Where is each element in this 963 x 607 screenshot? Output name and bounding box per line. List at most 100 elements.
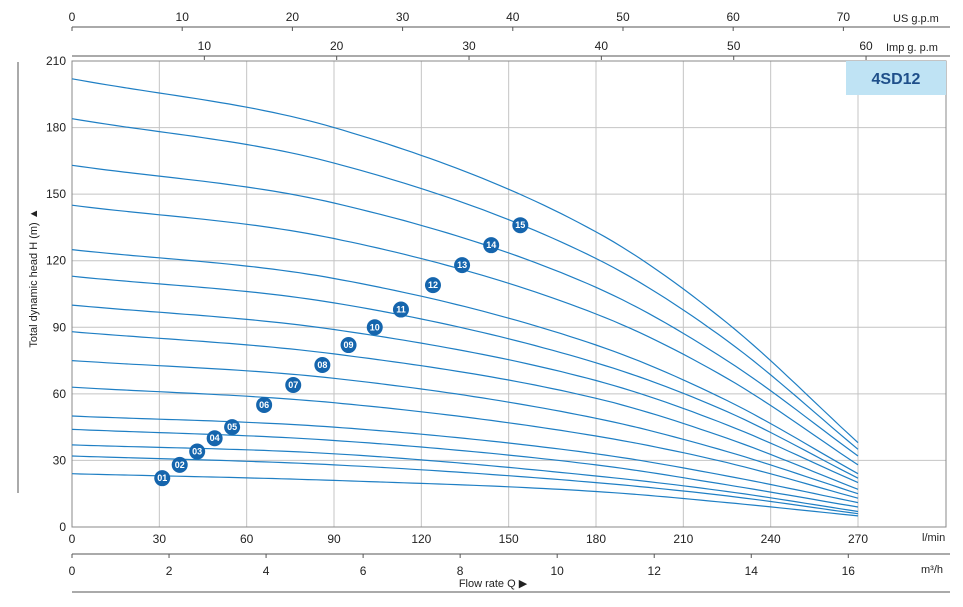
stage-badge-06 — [256, 396, 273, 413]
l-min-tick-label: 240 — [761, 532, 781, 546]
x-axis-us-gpm-scale: 0 10 20 30 40 50 60 70 US g.p.m — [69, 10, 950, 31]
us-gpm-tick-label: 50 — [616, 10, 630, 24]
m3h-tick-labels: 0 2 4 6 8 10 12 14 16 — [69, 554, 856, 578]
stage-badge-11 — [392, 301, 409, 318]
stage-badge-label: 07 — [288, 380, 298, 390]
imp-gpm-tick-label: 30 — [462, 39, 476, 53]
imp-gpm-unit-label: Imp g. p.m — [886, 42, 938, 54]
curve-08 — [71, 331, 859, 490]
stage-badge-15 — [512, 217, 529, 234]
stage-badge-13 — [454, 257, 471, 274]
stage-badges: 01 02 03 04 05 06 07 08 09 10 11 12 13 14 15 — [154, 217, 529, 487]
us-gpm-tick-label: 10 — [176, 10, 190, 24]
stage-badge-05 — [224, 419, 241, 436]
stage-badge-label: 03 — [192, 447, 202, 457]
stage-badge-14 — [483, 237, 500, 254]
stage-badge-label: 01 — [157, 473, 167, 483]
imp-gpm-tick-label: 20 — [330, 39, 344, 53]
l-min-tick-label: 210 — [673, 532, 693, 546]
curve-06 — [71, 386, 859, 499]
y-tick-label: 150 — [46, 187, 66, 201]
stage-badge-label: 05 — [227, 422, 237, 432]
y-tick-label: 0 — [59, 520, 66, 534]
stage-badge-label: 06 — [259, 400, 269, 410]
stage-badge-label: 10 — [370, 322, 380, 332]
stage-badge-04 — [206, 430, 223, 447]
model-box: 4SD12 — [846, 61, 946, 95]
l-min-tick-label: 90 — [327, 532, 341, 546]
us-gpm-unit-label: US g.p.m — [893, 13, 939, 25]
us-gpm-tick-label: 20 — [286, 10, 300, 24]
stage-badge-label: 04 — [210, 433, 220, 443]
model-box-background — [846, 61, 946, 95]
y-tick-label: 210 — [46, 54, 66, 68]
curve-07 — [71, 360, 859, 495]
stage-badge-10 — [366, 319, 383, 336]
imp-gpm-tick-label: 10 — [198, 39, 212, 53]
curve-05 — [71, 415, 859, 504]
m3h-tick-label: 16 — [842, 564, 856, 578]
l-min-tick-label: 270 — [848, 532, 868, 546]
m3h-tick-label: 12 — [648, 564, 662, 578]
y-tick-label: 60 — [53, 387, 67, 401]
curve-12 — [71, 204, 859, 466]
x-axis-imp-gpm-scale: 10 20 30 40 50 60 Imp g. p.m — [72, 39, 950, 60]
curve-10 — [71, 275, 859, 479]
stage-badge-12 — [424, 277, 441, 294]
stage-badge-label: 13 — [457, 260, 467, 270]
plot-frame — [71, 60, 947, 528]
l-min-tick-label: 30 — [153, 532, 167, 546]
us-gpm-tick-label: 0 — [69, 10, 76, 24]
plot-grid — [71, 60, 946, 528]
curve-02 — [71, 455, 859, 515]
stage-badge-01 — [154, 470, 171, 487]
l-min-tick-label: 120 — [411, 532, 431, 546]
m3h-tick-label: 0 — [69, 564, 76, 578]
m3h-unit-label: m³/h — [921, 564, 943, 576]
stage-badge-label: 02 — [175, 460, 185, 470]
stage-badge-label: 09 — [344, 340, 354, 350]
stage-badge-02 — [171, 456, 188, 473]
model-name: 4SD12 — [872, 71, 921, 88]
l-min-tick-label: 150 — [499, 532, 519, 546]
curve-14 — [71, 118, 859, 450]
curve-11 — [71, 249, 859, 475]
curve-09 — [71, 304, 859, 484]
stage-badge-label: 12 — [428, 280, 438, 290]
imp-gpm-tick-group: 10 20 30 40 50 60 — [198, 39, 873, 60]
l-min-unit-label: l/min — [922, 532, 945, 544]
us-gpm-tick-label: 40 — [506, 10, 520, 24]
l-min-tick-label: 0 — [69, 532, 76, 546]
m3h-tick-label: 8 — [457, 564, 464, 578]
stage-badge-label: 08 — [317, 360, 327, 370]
l-min-tick-labels: 0 30 60 90 120 150 180 210 240 270 — [69, 532, 869, 546]
x-axis-title: Flow rate Q ▶ — [459, 578, 528, 590]
m3h-tick-label: 2 — [166, 564, 173, 578]
curve-01 — [71, 473, 859, 517]
imp-gpm-tick-label: 40 — [595, 39, 609, 53]
curve-15 — [71, 78, 859, 444]
stage-badge-label: 15 — [515, 220, 525, 230]
y-axis-tick-labels: 0 30 60 90 120 150 180 210 — [46, 54, 66, 534]
m3h-tick-label: 4 — [263, 564, 270, 578]
stage-badge-08 — [314, 357, 331, 374]
y-axis-title: Total dynamic head H (m) ▲ — [28, 208, 40, 347]
imp-gpm-tick-label: 50 — [727, 39, 741, 53]
y-tick-label: 120 — [46, 254, 66, 268]
stage-badge-09 — [340, 337, 357, 354]
pump-curves — [71, 78, 859, 517]
stage-badge-label: 14 — [486, 240, 496, 250]
y-tick-label: 90 — [53, 320, 67, 334]
us-gpm-tick-label: 70 — [837, 10, 851, 24]
y-tick-label: 180 — [46, 121, 66, 135]
imp-gpm-tick-label: 60 — [859, 39, 873, 53]
curve-04 — [71, 428, 859, 508]
stage-badge-03 — [189, 443, 206, 460]
m3h-tick-label: 10 — [551, 564, 565, 578]
m3h-tick-label: 6 — [360, 564, 367, 578]
us-gpm-tick-label: 30 — [396, 10, 410, 24]
l-min-tick-label: 60 — [240, 532, 254, 546]
us-gpm-tick-label: 60 — [727, 10, 741, 24]
stage-badge-07 — [285, 376, 302, 393]
